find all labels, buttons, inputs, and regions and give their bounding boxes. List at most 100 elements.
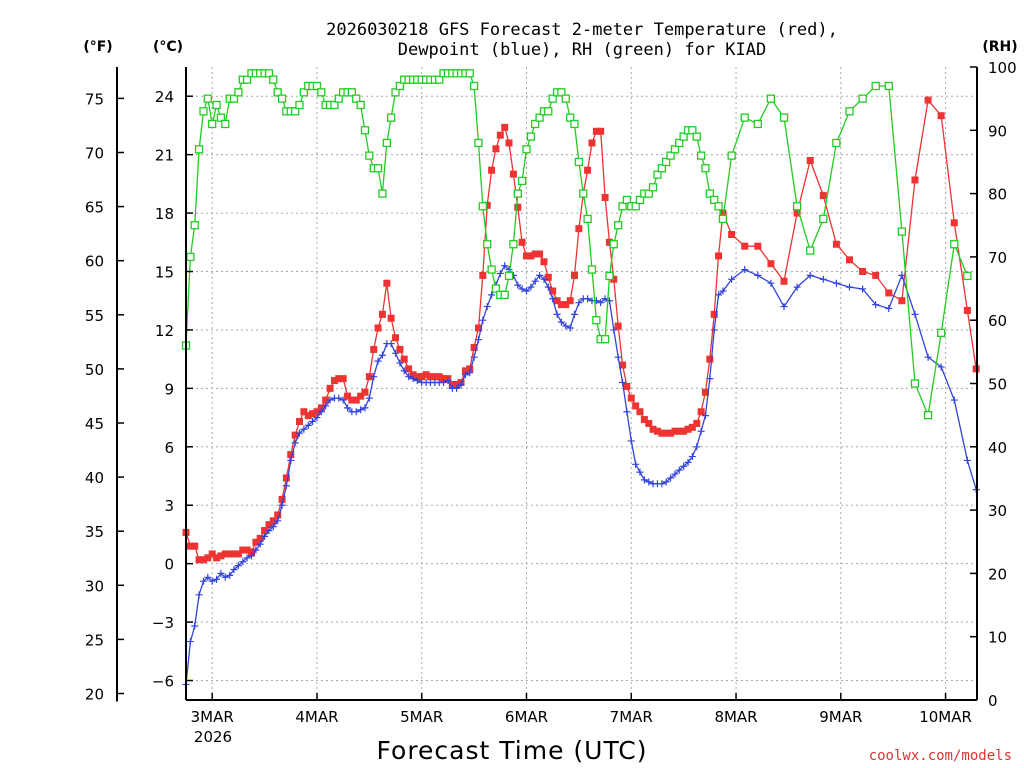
- dewpoint-point: [339, 396, 347, 404]
- rh-point: [356, 100, 365, 110]
- c-tick-label: −6: [152, 673, 174, 691]
- dewpoint-point: [234, 562, 242, 570]
- c-tick-label: 6: [164, 439, 174, 457]
- rh-point: [526, 132, 536, 141]
- dewpoint-point: [636, 468, 644, 476]
- rh-point: [718, 214, 728, 224]
- dewpoint-point: [453, 384, 461, 392]
- rh-point: [648, 183, 658, 192]
- temperature-point: [653, 427, 661, 435]
- temperature-point: [466, 365, 474, 373]
- rh-point: [570, 119, 579, 129]
- dewpoint-point: [496, 269, 504, 277]
- dewpoint-point: [767, 279, 775, 287]
- rh-point: [583, 214, 592, 224]
- rh-point: [657, 164, 667, 173]
- temperature-point: [278, 495, 286, 503]
- temperature-point: [226, 550, 234, 558]
- temperature-point: [950, 219, 958, 227]
- dewpoint-point: [400, 367, 408, 375]
- dewpoint-point: [365, 394, 373, 402]
- dewpoint-point: [592, 297, 600, 305]
- dewpoint-point: [309, 417, 317, 425]
- axes: [116, 66, 978, 702]
- dewpoint-point: [885, 305, 893, 313]
- temperature-point: [274, 511, 282, 519]
- rh-point: [871, 81, 880, 91]
- rh-point: [221, 119, 230, 129]
- c-tick-label: 18: [155, 205, 174, 223]
- dewpoint-point: [527, 283, 535, 291]
- dewpoint-point: [488, 291, 496, 299]
- rh-point: [194, 145, 204, 154]
- rh-point: [382, 138, 391, 148]
- dewpoint-point: [470, 353, 478, 361]
- temperature-point: [522, 252, 530, 260]
- rh-point: [923, 410, 933, 420]
- rh-point: [386, 113, 396, 122]
- rh-point: [675, 138, 684, 148]
- rh-point: [531, 119, 540, 129]
- temperature-point: [378, 310, 386, 318]
- dewpoint-point: [667, 474, 675, 482]
- rh-point: [334, 94, 343, 103]
- dewpoint-point: [619, 379, 627, 387]
- temperature-point: [680, 427, 688, 435]
- temperature-point: [291, 431, 299, 439]
- temperature-point: [287, 451, 295, 459]
- temperature-point: [570, 271, 578, 279]
- temperature-point: [261, 527, 269, 535]
- temperature-point: [252, 538, 260, 546]
- dewpoint-point: [278, 501, 286, 509]
- rh-point: [242, 75, 252, 84]
- dewpoint-point: [304, 421, 312, 429]
- temperature-point: [422, 371, 430, 379]
- dewpoint-point: [963, 456, 971, 464]
- temperature-point: [557, 301, 565, 309]
- dewpoint-point: [392, 349, 400, 357]
- temperature-point: [199, 556, 207, 564]
- temperature-point: [710, 310, 718, 318]
- dewpoint-point: [950, 396, 958, 404]
- temperature-point: [509, 170, 517, 178]
- dewpoint-point: [405, 373, 413, 381]
- dewpoint-point: [269, 523, 277, 531]
- temperature-point: [715, 252, 723, 260]
- dewpoint-point: [632, 460, 640, 468]
- rh-tick-label: 80: [988, 186, 1007, 204]
- temperature-point: [492, 145, 500, 153]
- dewpoint-point: [317, 408, 325, 416]
- dewpoint-point: [461, 371, 469, 379]
- dewpoint-point: [479, 316, 487, 324]
- dewpoint-point: [226, 571, 234, 579]
- temperature-point: [453, 380, 461, 388]
- temperature-point: [845, 256, 853, 264]
- dewpoint-point: [693, 443, 701, 451]
- rh-point: [365, 151, 374, 160]
- dewpoint-point: [483, 303, 491, 311]
- temperature-point: [475, 324, 483, 332]
- rh-point: [710, 195, 719, 205]
- temperature-point: [553, 297, 561, 305]
- temperature-point: [234, 550, 242, 558]
- rh-point: [469, 81, 479, 91]
- c-tick-label: 0: [164, 556, 174, 574]
- rh-point: [317, 88, 326, 97]
- rh-point: [618, 202, 627, 211]
- rh-point: [465, 69, 474, 78]
- dewpoint-point: [584, 295, 592, 303]
- rh-point: [203, 94, 212, 103]
- dewpoint-point: [662, 478, 670, 486]
- dewpoint-point: [845, 283, 853, 291]
- dewpoint-point: [658, 480, 666, 488]
- rh-point: [614, 221, 623, 230]
- temperature-point: [614, 322, 622, 330]
- rh-point: [666, 151, 675, 160]
- rh-point: [832, 138, 841, 148]
- x-tick-label: 9MAR: [819, 708, 862, 726]
- temperature-point: [265, 521, 273, 529]
- temperature-point: [911, 176, 919, 184]
- dewpoint-point: [741, 266, 749, 274]
- temperature-point: [963, 306, 971, 314]
- rh-series: [181, 69, 972, 420]
